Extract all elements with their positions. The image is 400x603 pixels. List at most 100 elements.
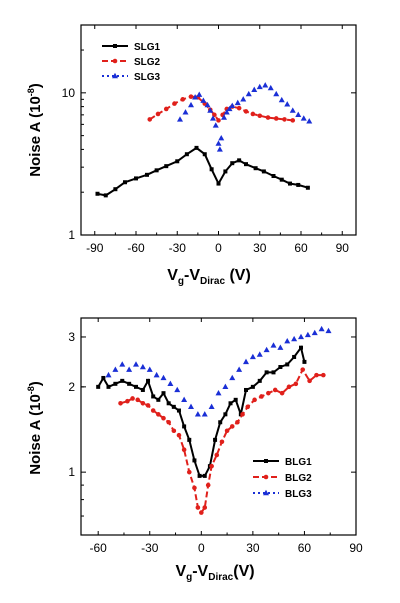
legend-entry: BLG3 xyxy=(253,489,312,500)
x-axis-title-part: (V) xyxy=(233,563,254,580)
series-line xyxy=(97,146,309,197)
data-point xyxy=(226,105,233,112)
data-point xyxy=(251,86,258,93)
data-point xyxy=(311,329,318,336)
data-point xyxy=(304,331,311,338)
data-point xyxy=(125,398,130,404)
data-point xyxy=(288,181,292,186)
data-point xyxy=(160,374,167,381)
data-point xyxy=(279,177,284,182)
data-point xyxy=(253,166,258,171)
data-point xyxy=(278,365,283,370)
data-point xyxy=(223,412,228,417)
data-point xyxy=(292,354,297,359)
data-point xyxy=(321,372,326,378)
series-slg2 xyxy=(147,94,296,123)
data-point xyxy=(186,469,192,475)
data-point xyxy=(205,482,211,488)
y-tick-label: 1 xyxy=(68,228,75,242)
data-point xyxy=(134,176,138,181)
data-point xyxy=(106,384,111,389)
legend-marker xyxy=(112,72,118,79)
x-axis-title-part: (V) xyxy=(225,267,251,284)
data-point xyxy=(127,381,132,386)
data-point xyxy=(272,387,278,393)
data-point xyxy=(216,146,223,152)
data-point xyxy=(172,101,177,106)
data-point xyxy=(151,394,156,399)
data-point xyxy=(207,107,214,113)
legend-entry: BLG2 xyxy=(253,473,312,484)
data-point xyxy=(156,397,161,402)
data-point xyxy=(229,102,236,109)
data-point xyxy=(182,109,189,115)
data-point xyxy=(296,182,301,187)
data-point xyxy=(95,191,100,196)
data-point xyxy=(180,97,186,102)
data-point xyxy=(244,162,248,167)
data-point xyxy=(96,384,101,389)
data-point xyxy=(194,145,199,150)
data-point xyxy=(161,391,166,396)
data-point xyxy=(236,105,242,111)
data-point xyxy=(318,325,325,332)
data-point xyxy=(235,419,240,425)
data-point xyxy=(150,408,156,413)
y-axis-title-part: -8 xyxy=(26,88,36,96)
data-point xyxy=(154,168,159,173)
data-point xyxy=(214,452,220,458)
data-point xyxy=(263,346,270,353)
data-point xyxy=(243,358,249,365)
legend-marker xyxy=(263,489,269,496)
data-point xyxy=(176,408,181,413)
data-point xyxy=(145,172,149,177)
series-blg1 xyxy=(96,345,307,478)
data-point xyxy=(237,158,242,163)
data-point xyxy=(325,327,332,334)
data-point xyxy=(243,109,249,114)
data-point xyxy=(267,84,274,91)
data-point xyxy=(215,389,222,396)
data-point xyxy=(155,111,161,117)
data-point xyxy=(192,485,197,491)
data-point xyxy=(201,411,208,417)
data-point xyxy=(250,384,255,389)
data-point xyxy=(264,370,269,375)
data-point xyxy=(202,473,207,478)
data-point xyxy=(257,378,262,383)
data-point xyxy=(139,363,146,370)
x-tick-label: -30 xyxy=(141,541,159,555)
x-tick-label: -60 xyxy=(127,241,145,255)
data-point xyxy=(140,400,146,406)
data-point xyxy=(229,374,236,381)
x-axis-title-part: -V xyxy=(192,563,208,580)
data-point xyxy=(285,362,290,367)
data-point xyxy=(234,99,241,106)
data-point xyxy=(314,372,319,378)
data-point xyxy=(218,420,223,425)
data-point xyxy=(290,118,296,123)
data-point xyxy=(113,381,118,386)
x-axis-title-part: g xyxy=(178,276,184,287)
x-axis-title-part: V xyxy=(175,563,186,580)
data-point xyxy=(218,134,225,141)
y-axis-title-part: Noise A (10 xyxy=(27,96,44,177)
legend-entry: SLG3 xyxy=(102,72,161,83)
x-axis-title-part: g xyxy=(186,572,192,583)
data-point xyxy=(245,404,251,410)
data-point xyxy=(204,101,211,108)
y-tick-label: 3 xyxy=(68,330,75,344)
data-point xyxy=(101,375,106,380)
legend-marker xyxy=(113,44,117,48)
data-point xyxy=(182,424,187,429)
data-point xyxy=(197,473,202,478)
x-tick-label: 0 xyxy=(215,241,222,255)
data-point xyxy=(306,118,313,124)
data-point xyxy=(219,439,225,445)
data-point xyxy=(166,419,171,425)
y-axis-title-part: ) xyxy=(27,83,44,88)
data-point xyxy=(223,109,230,115)
data-point xyxy=(279,390,285,396)
data-point xyxy=(163,106,169,112)
